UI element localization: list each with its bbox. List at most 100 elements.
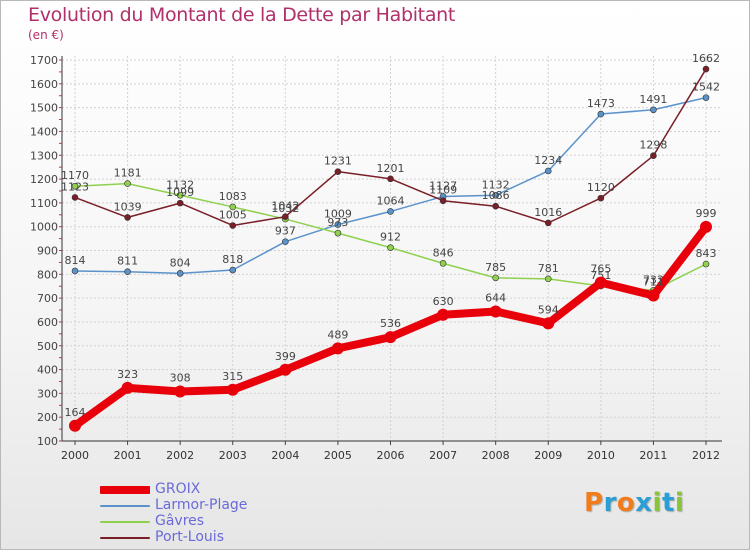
data-point-groix bbox=[121, 381, 134, 394]
data-label-groix: 315 bbox=[222, 370, 243, 383]
y-tick-label: 1700 bbox=[30, 54, 58, 67]
y-tick-label: 500 bbox=[37, 340, 58, 353]
y-tick-label: 1400 bbox=[30, 125, 58, 138]
data-point-gavres bbox=[176, 191, 184, 199]
data-point-port-louis bbox=[282, 213, 289, 220]
data-label-port-louis: 1298 bbox=[639, 139, 667, 152]
y-tick-label: 1000 bbox=[30, 221, 58, 234]
y-tick-label: 800 bbox=[37, 268, 58, 281]
legend-swatch-gavres bbox=[100, 521, 150, 523]
y-tick-label: 700 bbox=[37, 292, 58, 305]
legend-label-port-louis: Port-Louis bbox=[155, 529, 224, 545]
legend-label-gavres: Gâvres bbox=[155, 513, 205, 529]
data-label-larmor-plage: 1127 bbox=[429, 179, 457, 192]
data-label-gavres: 1132 bbox=[166, 178, 194, 191]
x-tick-label: 2005 bbox=[324, 449, 352, 462]
data-point-groix bbox=[384, 331, 397, 344]
data-point-port-louis bbox=[439, 197, 447, 205]
data-point-port-louis bbox=[597, 194, 605, 202]
logo-letter: P bbox=[584, 488, 604, 518]
logo-letter: i bbox=[674, 488, 685, 518]
data-label-gavres: 785 bbox=[485, 261, 506, 274]
legend-swatch-groix bbox=[100, 486, 150, 494]
x-tick-label: 2012 bbox=[692, 449, 720, 462]
data-point-port-louis bbox=[492, 202, 499, 210]
data-label-gavres: 751 bbox=[590, 269, 611, 282]
data-label-port-louis: 1099 bbox=[166, 186, 194, 199]
data-label-port-louis: 1005 bbox=[219, 208, 247, 221]
y-tick-label: 1200 bbox=[30, 173, 58, 186]
data-point-gavres bbox=[492, 274, 499, 282]
data-label-larmor-plage: 804 bbox=[170, 256, 191, 269]
data-point-larmor-plage bbox=[544, 167, 552, 175]
logo-letter: o bbox=[616, 488, 636, 518]
data-point-port-louis bbox=[176, 199, 184, 207]
x-tick-label: 2006 bbox=[377, 449, 405, 462]
data-label-groix: 489 bbox=[327, 328, 348, 341]
data-label-port-louis: 1042 bbox=[271, 200, 299, 213]
y-tick-label: 1100 bbox=[30, 197, 58, 210]
data-label-groix: 644 bbox=[485, 291, 506, 304]
legend-label-larmor-plage: Larmor-Plage bbox=[155, 497, 248, 513]
legend-swatch-port-louis bbox=[100, 537, 150, 539]
data-label-port-louis: 1086 bbox=[482, 189, 510, 202]
x-tick-label: 2001 bbox=[114, 449, 142, 462]
data-point-larmor-plage bbox=[650, 106, 657, 114]
data-point-groix bbox=[700, 220, 712, 233]
data-point-gavres bbox=[71, 182, 79, 190]
data-label-groix: 999 bbox=[696, 207, 717, 220]
data-label-larmor-plage: 937 bbox=[275, 225, 296, 238]
data-label-gavres: 846 bbox=[433, 246, 454, 259]
x-tick-label: 2003 bbox=[219, 449, 247, 462]
y-tick-label: 1600 bbox=[30, 78, 58, 91]
data-label-gavres: 973 bbox=[327, 216, 348, 229]
data-label-larmor-plage: 1064 bbox=[377, 194, 405, 207]
data-label-gavres: 912 bbox=[380, 231, 401, 244]
data-point-gavres bbox=[387, 244, 394, 251]
data-point-larmor-plage bbox=[282, 238, 289, 245]
data-label-port-louis: 1662 bbox=[692, 52, 720, 65]
data-point-gavres bbox=[544, 275, 552, 283]
data-point-gavres bbox=[439, 260, 447, 267]
data-point-larmor-plage bbox=[124, 268, 131, 275]
data-point-port-louis bbox=[334, 168, 342, 175]
data-point-groix bbox=[437, 308, 450, 321]
data-label-groix: 164 bbox=[65, 406, 86, 419]
data-label-gavres: 1170 bbox=[61, 169, 89, 182]
data-point-larmor-plage bbox=[387, 208, 394, 215]
data-point-groix bbox=[174, 385, 187, 398]
data-label-groix: 399 bbox=[275, 350, 296, 363]
logo-letter: r bbox=[603, 488, 617, 518]
data-label-gavres: 1083 bbox=[219, 190, 247, 203]
data-label-gavres: 781 bbox=[538, 262, 559, 275]
logo-letter: t bbox=[661, 488, 675, 518]
data-label-groix: 536 bbox=[380, 317, 401, 330]
x-tick-label: 2007 bbox=[429, 449, 457, 462]
data-point-groix bbox=[331, 342, 344, 355]
x-tick-label: 2011 bbox=[639, 449, 667, 462]
logo-letter: i bbox=[652, 488, 662, 518]
data-point-groix bbox=[647, 289, 660, 302]
legend-swatch-larmor-plage bbox=[100, 505, 150, 507]
data-point-larmor-plage bbox=[229, 266, 237, 274]
data-label-port-louis: 1231 bbox=[324, 155, 352, 168]
data-point-port-louis bbox=[124, 214, 131, 221]
proxiti-logo: Proxiti bbox=[584, 488, 684, 518]
data-point-groix bbox=[489, 305, 502, 318]
data-point-port-louis bbox=[387, 175, 394, 183]
data-point-port-louis bbox=[544, 219, 552, 227]
legend-label-groix: GROIX bbox=[155, 481, 201, 497]
data-point-gavres bbox=[702, 260, 710, 268]
data-point-larmor-plage bbox=[176, 270, 184, 277]
data-point-gavres bbox=[229, 203, 237, 211]
y-tick-label: 100 bbox=[37, 435, 58, 448]
data-label-groix: 711 bbox=[643, 276, 664, 289]
data-point-larmor-plage bbox=[71, 267, 79, 275]
data-label-larmor-plage: 1542 bbox=[692, 81, 720, 94]
data-label-port-louis: 1123 bbox=[61, 180, 89, 193]
y-tick-label: 300 bbox=[37, 387, 58, 400]
data-label-larmor-plage: 1132 bbox=[482, 178, 510, 191]
y-tick-label: 900 bbox=[37, 245, 58, 258]
